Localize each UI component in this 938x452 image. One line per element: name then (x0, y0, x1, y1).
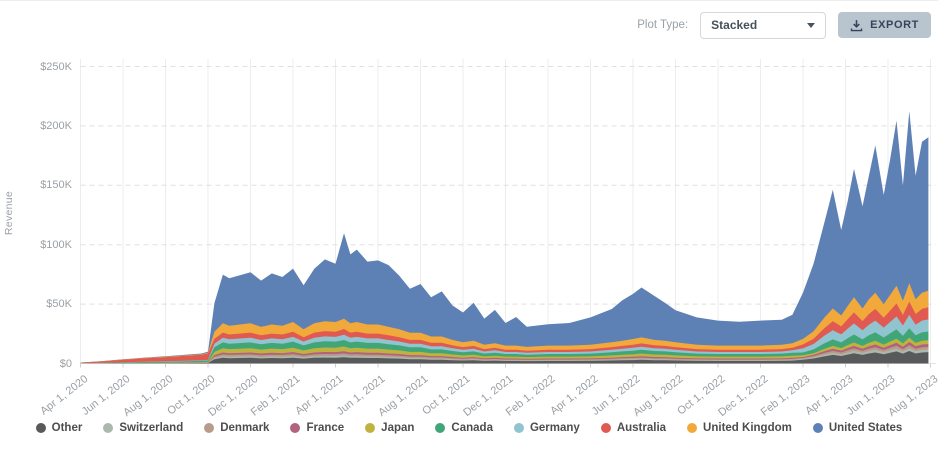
legend-swatch (204, 423, 215, 433)
toolbar: Plot Type: Stacked EXPORT (0, 1, 938, 49)
legend-item-france[interactable]: France (290, 422, 344, 434)
legend-label: Japan (381, 422, 415, 434)
y-tick-label: $50K (46, 298, 72, 311)
legend-swatch (35, 423, 46, 433)
plot-type-value: Stacked (711, 18, 758, 32)
y-tick-label: $150K (40, 179, 72, 192)
plot-type-label: Plot Type: (637, 19, 689, 31)
plot-type-select[interactable]: Stacked (700, 11, 827, 39)
export-button-label: EXPORT (870, 19, 919, 31)
legend-swatch (687, 423, 698, 433)
legend-swatch (365, 423, 376, 433)
legend-item-canada[interactable]: Canada (435, 422, 493, 434)
legend-item-switzerland[interactable]: Switzerland (103, 422, 183, 434)
legend-item-denmark[interactable]: Denmark (204, 422, 269, 434)
legend-swatch (435, 423, 446, 433)
legend-swatch (600, 423, 611, 433)
area-united-states[interactable] (80, 111, 929, 364)
chart-legend: Other Switzerland Denmark France Japan Canada… (0, 422, 938, 434)
chevron-down-icon (807, 22, 816, 28)
y-tick-label: $200K (40, 119, 72, 132)
legend-label: Germany (529, 422, 580, 434)
legend-item-united-kingdom[interactable]: United Kingdom (687, 422, 792, 434)
y-tick-label: $250K (40, 60, 72, 73)
legend-label: United States (828, 422, 903, 434)
legend-label: Other (51, 422, 83, 434)
legend-item-united-states[interactable]: United States (812, 422, 903, 434)
y-tick-label: $0 (59, 357, 72, 370)
legend-item-australia[interactable]: Australia (600, 422, 667, 434)
legend-label: France (306, 422, 345, 434)
legend-item-japan[interactable]: Japan (365, 422, 414, 434)
download-icon (850, 19, 863, 31)
revenue-chart[interactable]: Revenue $0 $50K $100K $150K $200K $250K Apr 1… (0, 49, 938, 421)
stacked-area-plot[interactable] (0, 49, 938, 421)
legend-label: Canada (451, 422, 493, 434)
legend-label: United Kingdom (703, 422, 792, 434)
legend-swatch (290, 423, 301, 433)
legend-label: Denmark (220, 422, 270, 434)
legend-label: Switzerland (119, 422, 184, 434)
legend-item-germany[interactable]: Germany (513, 422, 580, 434)
export-button[interactable]: EXPORT (838, 12, 931, 38)
area-other[interactable] (80, 351, 929, 364)
legend-swatch (103, 423, 114, 433)
y-tick-label: $100K (40, 238, 72, 251)
legend-label: Australia (616, 422, 667, 434)
legend-swatch (513, 423, 524, 433)
legend-swatch (812, 423, 823, 433)
legend-item-other[interactable]: Other (35, 422, 83, 434)
